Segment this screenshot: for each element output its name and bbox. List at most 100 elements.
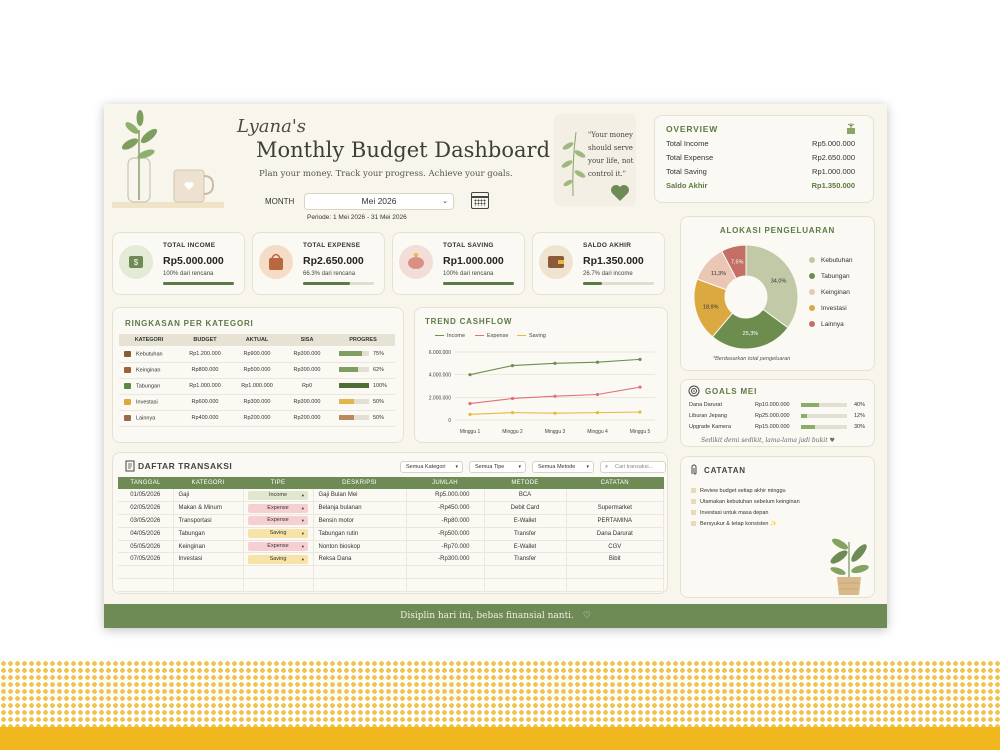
category-icon (124, 398, 131, 405)
catatan-cell: CGV (566, 540, 664, 554)
type-select[interactable]: Income ▾ (248, 490, 308, 500)
tipe-cell: Saving ▾ (243, 552, 314, 567)
stat-card-expense: TOTAL EXPENSE Rp2.650.000 66.3% dari ren… (252, 232, 385, 295)
type-select[interactable]: Saving ▾ (248, 554, 308, 564)
type-select[interactable]: Expense ▾ (248, 503, 308, 513)
pie-slice-tabungan (711, 308, 789, 350)
col-header: CATATAN (566, 477, 664, 489)
sisa-cell: Rp200.000 (283, 410, 331, 427)
stat-note: 66.3% dari rencana (303, 271, 356, 277)
kategori-cell: Tabungan (173, 527, 244, 541)
stat-label: SALDO AKHIR (583, 242, 632, 249)
progress-bar (339, 351, 369, 357)
checkbox[interactable] (691, 521, 696, 527)
stat-progress-bar (443, 282, 514, 285)
sisa-cell: Rp300.000 (283, 346, 331, 363)
category-icon (124, 350, 131, 357)
search-input[interactable]: ⌕ Cari transaksi... (600, 461, 666, 473)
filter-metode[interactable]: Semua Metode ▾ (532, 461, 594, 473)
allocation-title: ALOKASI PENGELUARAN (719, 226, 836, 235)
table-row[interactable]: 07/05/2026 Investasi Saving ▾ Reksa Dana -Rp3… (118, 552, 664, 567)
category-name-cell: Tabungan (119, 378, 179, 395)
tanggal-cell: 07/05/2026 (118, 552, 174, 567)
filter-kategori[interactable]: Semua Kategori ▾ (400, 461, 463, 473)
checkbox[interactable] (691, 499, 696, 505)
quote-card (554, 114, 636, 206)
stat-value: Rp2.650.000 (303, 255, 364, 267)
transactions-table: TANGGAL KATEGORI TIPE DESKRIPSI JUMLAH M… (118, 477, 664, 592)
x-tick-label: Minggu 2 (502, 429, 523, 435)
document-icon (125, 460, 135, 472)
tipe-cell: Expense ▾ (243, 501, 314, 516)
aktual-cell: Rp300.000 (231, 394, 283, 411)
y-tick-label: 4.000.000 (429, 373, 451, 379)
type-select[interactable]: Saving ▾ (248, 529, 308, 539)
data-point (510, 396, 515, 401)
empty-row (118, 578, 664, 592)
pie-slice-kebutuhan (745, 244, 799, 329)
stat-progress-bar (303, 282, 374, 285)
checkbox[interactable] (691, 488, 696, 494)
footer-text: Disiplin hari ini, bebas finansial nanti… (400, 611, 574, 621)
kategori-cell: Investasi (173, 552, 244, 567)
metode-cell: E-Wallet (484, 540, 567, 554)
pie-label: 34,0% (771, 278, 787, 284)
category-name-cell: Keinginan (119, 362, 179, 379)
kategori-cell: Transportasi (173, 514, 244, 528)
category-icon (124, 382, 131, 389)
stat-value: Rp1.000.000 (443, 255, 504, 267)
category-row: Lainnya Rp400.000 Rp200.000 Rp200.000 50% (119, 410, 395, 427)
category-icon (124, 366, 131, 373)
leaf-branch-icon (561, 131, 586, 197)
chevron-down-icon: ⌄ (442, 198, 448, 205)
note-item[interactable]: Review budget setiap akhir minggu (691, 488, 786, 494)
overview-row-expense: Total Expense Rp2.650.000 (666, 153, 855, 162)
tanggal-cell: 03/05/2026 (118, 514, 174, 528)
svg-text:$: $ (134, 258, 139, 267)
table-row[interactable]: 03/05/2026 Transportasi Expense ▾ Bensin mot… (118, 514, 664, 528)
table-row[interactable]: 04/05/2026 Tabungan Saving ▾ Tabungan rutin -… (118, 527, 664, 541)
footer-banner: Disiplin hari ini, bebas finansial nanti… (104, 604, 887, 628)
month-select[interactable]: Mei 2026 ⌄ (304, 193, 454, 210)
tipe-cell: Saving ▾ (243, 527, 314, 541)
target-icon (688, 385, 700, 397)
data-point (468, 412, 472, 416)
data-point (553, 361, 557, 365)
goals-card: GOALS MEI Dana Darurat Rp10.000.000 40% Lib… (680, 379, 875, 447)
type-select[interactable]: Expense ▾ (248, 542, 308, 552)
catatan-cell: Dana Darurat (566, 527, 664, 541)
kategori-cell: Makan & Minum (173, 501, 244, 516)
overview-row-saving: Total Saving Rp1.000.000 (666, 167, 855, 176)
data-point (468, 401, 472, 406)
pie-label: 7,5% (731, 260, 744, 266)
category-name-cell: Kebutuhan (119, 346, 179, 363)
progress-bar (339, 399, 369, 405)
type-select[interactable]: Expense ▾ (248, 516, 308, 526)
table-row[interactable]: 02/05/2026 Makan & Minum Expense ▾ Belanja b… (118, 501, 664, 516)
jumlah-cell: -Rp70.000 (406, 540, 485, 554)
tanggal-cell: 01/05/2026 (118, 489, 174, 503)
catatan-cell: Bibit (566, 552, 664, 567)
table-row[interactable]: 01/05/2026 Gaji Income ▾ Gaji Bulan Mei Rp5.0… (118, 489, 664, 503)
tipe-cell: Expense ▾ (243, 540, 314, 554)
stat-label: TOTAL SAVING (443, 242, 494, 249)
pie-legend-item: Kebutuhan (809, 257, 852, 264)
heart-icon (611, 185, 629, 201)
data-point (553, 411, 557, 415)
data-point (468, 373, 472, 377)
note-item[interactable]: Bersyukur & tetap konsisten ✨ (691, 521, 777, 527)
filter-tipe[interactable]: Semua Tipe ▾ (469, 461, 526, 473)
period-text: Periode: 1 Mei 2026 - 31 Mei 2026 (307, 214, 407, 221)
overview-value: Rp5.000.000 (812, 139, 855, 148)
stat-note: 26.7% dari income (583, 271, 633, 277)
category-row: Investasi Rp600.000 Rp300.000 Rp300.000 50% (119, 394, 395, 411)
search-icon: ⌕ (605, 464, 609, 470)
table-row[interactable]: 05/05/2026 Keinginan Expense ▾ Nonton biosko… (118, 540, 664, 554)
piggy-bank-icon (399, 245, 433, 279)
calendar-icon[interactable] (471, 192, 489, 209)
note-item[interactable]: Investasi untuk masa depan (691, 510, 769, 516)
goal-progress-bar (801, 414, 847, 418)
jumlah-cell: -Rp450.000 (406, 501, 485, 516)
note-item[interactable]: Utamakan kebutuhan sebelum keinginan (691, 499, 800, 505)
checkbox[interactable] (691, 510, 696, 516)
